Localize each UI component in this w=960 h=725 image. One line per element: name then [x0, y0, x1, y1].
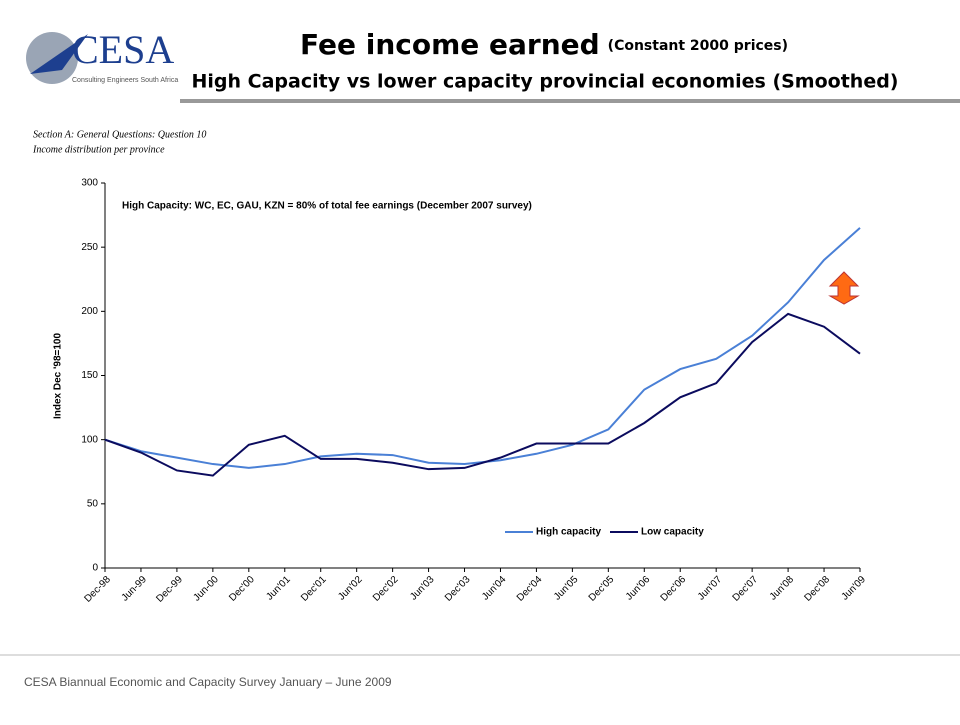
x-tick-label: Dec-98 [82, 574, 113, 605]
section-line: Section A: General Questions: Question 1… [33, 129, 206, 140]
y-tick-label: 0 [92, 563, 98, 574]
title-main: Fee income earned [300, 28, 600, 61]
y-tick-label: 150 [81, 370, 98, 381]
x-tick-label: Dec'01 [299, 574, 329, 604]
logo-wing [30, 34, 88, 74]
title-note: (Constant 2000 prices) [608, 38, 788, 54]
arrow-icon [828, 271, 860, 305]
logo-tagline: Consulting Engineers South Africa [72, 77, 178, 84]
footer: CESA Biannual Economic and Capacity Surv… [24, 675, 392, 689]
x-tick-label: Dec'06 [659, 574, 689, 604]
header-rule [180, 99, 960, 103]
x-tick-label: Jun'08 [768, 574, 797, 603]
x-tick-label: Jun'02 [336, 574, 365, 603]
x-tick-label: Dec-99 [154, 574, 185, 605]
y-tick-label: 250 [81, 242, 98, 253]
legend-label: Low capacity [641, 527, 704, 538]
x-tick-label: Jun'05 [552, 574, 581, 603]
x-tick-label: Dec'07 [731, 574, 761, 604]
section-line: Income distribution per province [32, 144, 165, 155]
x-tick-label: Dec'03 [443, 574, 473, 604]
legend-label: High capacity [536, 527, 601, 538]
x-tick-label: Dec'04 [515, 574, 545, 604]
y-tick-label: 100 [81, 434, 98, 445]
x-tick-label: Jun'06 [624, 574, 653, 603]
x-tick-label: Jun-99 [120, 574, 150, 604]
x-tick-label: Jun'01 [264, 574, 293, 603]
x-tick-label: Dec'00 [227, 574, 257, 604]
x-tick-label: Jun'03 [408, 574, 437, 603]
y-axis-label: Index Dec '98=100 [53, 333, 64, 419]
y-tick-label: 50 [87, 498, 99, 509]
x-tick-label: Dec'08 [802, 574, 832, 604]
subtitle: High Capacity vs lower capacity provinci… [192, 71, 899, 93]
series-line [104, 312, 861, 477]
logo-text: CESA [72, 27, 174, 72]
y-tick-label: 200 [81, 306, 98, 317]
x-tick-label: Dec'02 [371, 574, 401, 604]
x-tick-label: Jun-00 [191, 574, 221, 604]
x-tick-label: Jun'09 [840, 574, 869, 603]
plot: 0 50 100 150 200 250 300 Dec-98 Jun-99 Dec-99 Jun-… [81, 178, 868, 605]
x-tick-label: Dec'05 [587, 574, 617, 604]
x-tick-label: Jun'07 [696, 574, 725, 603]
x-tick-label: Jun'04 [480, 574, 509, 603]
y-tick-label: 300 [81, 178, 98, 189]
annotation: High Capacity: WC, EC, GAU, KZN = 80% of… [122, 201, 532, 212]
title: Fee income earned (Constant 2000 prices) [300, 28, 788, 61]
